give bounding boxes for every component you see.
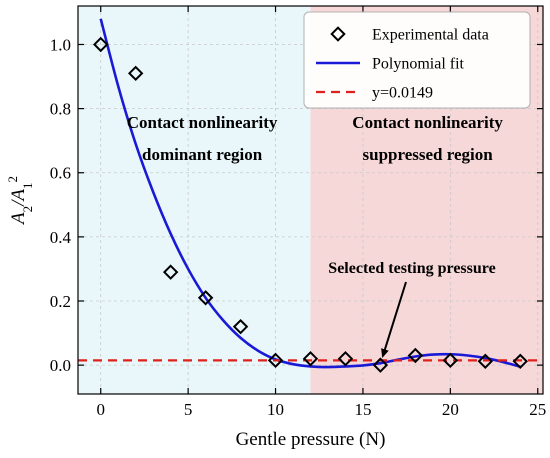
legend-box [303,11,531,109]
grid [78,6,543,394]
data-point [162,264,179,280]
data-point [372,357,389,373]
y-tick-label: 1.0 [50,35,71,54]
data-point [407,347,424,364]
legend-marker-experimental [330,26,346,42]
x-tick-label: 25 [529,400,546,419]
legend: Experimental data Polynomial fit y=0.0149 [303,11,531,109]
y-tick-label: 0.6 [50,164,71,183]
data-point [232,318,249,335]
x-axis-label: Gentle pressure (N) [236,429,386,450]
annotation-label: Selected testing pressure [328,260,495,277]
data-point [512,353,528,370]
data-point [442,352,459,369]
y-tick-label: 0.4 [50,228,72,247]
data-point [302,351,319,367]
data-point [93,36,109,53]
annotation-arrow [381,281,407,358]
x-tick-label: 20 [442,400,459,419]
data-point [477,353,494,370]
region-label-1-line-1: Contact nonlinearity [127,113,278,132]
y-tick-label: 0.2 [50,292,71,311]
x-tick-label: 10 [267,400,284,419]
x-tick-label: 15 [354,400,371,419]
data-point [197,290,214,306]
legend-label: y=0.0149 [372,85,433,102]
region-label-1-line-2: dominant region [142,145,263,164]
y-tick-label: 0.8 [50,100,71,119]
data-point [127,65,144,82]
data-point [267,352,284,369]
x-tick-label: 5 [184,400,193,419]
region-background-1 [78,6,311,394]
plot-frame [77,5,544,395]
y-axis-label: A2/A12 [5,176,35,226]
data-point [337,351,354,367]
legend-label: Experimental data [372,27,489,44]
region-label-2-line-1: Contact nonlinearity [352,113,503,132]
x-tick-label: 0 [96,400,105,419]
region-label-2-line-2: suppressed region [363,145,494,164]
y-tick-label: 0.0 [50,356,71,375]
legend-label: Polynomial fit [372,56,465,73]
